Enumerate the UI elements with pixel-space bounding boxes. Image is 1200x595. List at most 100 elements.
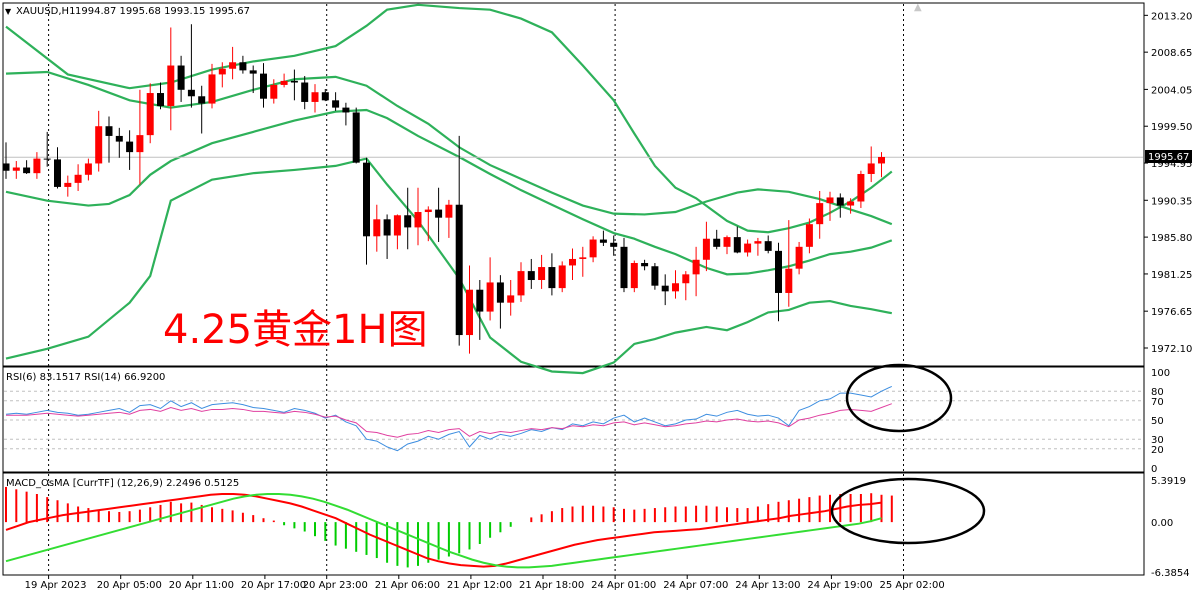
candle bbox=[435, 187, 443, 242]
macd-tick-label: 0.00 bbox=[1151, 518, 1173, 529]
candle bbox=[229, 46, 237, 80]
time-tick-label: 24 Apr 13:00 bbox=[735, 580, 800, 591]
candle bbox=[569, 248, 576, 281]
band-middle bbox=[5, 108, 893, 276]
time-tick-label: 19 Apr 2023 bbox=[25, 580, 87, 591]
time-tick-label: 25 Apr 02:00 bbox=[880, 580, 945, 591]
price-tick-label: 1990.35 bbox=[1151, 196, 1192, 207]
candle bbox=[157, 82, 164, 110]
macd-lines bbox=[5, 492, 882, 569]
candle bbox=[538, 254, 546, 289]
rsi-tick-label: 100 bbox=[1151, 368, 1170, 379]
candle bbox=[651, 263, 659, 290]
candle-body bbox=[424, 209, 432, 213]
macd-panel-frame bbox=[2, 472, 1145, 576]
candle-body bbox=[682, 274, 690, 284]
candle bbox=[208, 63, 216, 109]
candle-body bbox=[517, 271, 525, 296]
rsi-tick-label: 30 bbox=[1151, 435, 1164, 446]
candle-body bbox=[775, 250, 782, 293]
candle bbox=[754, 237, 762, 256]
candle-body bbox=[702, 238, 710, 260]
rsi-line bbox=[5, 385, 893, 452]
candle bbox=[198, 85, 206, 134]
candle bbox=[476, 280, 484, 340]
candle-body bbox=[64, 182, 72, 187]
candle-body bbox=[435, 209, 443, 218]
candle-body bbox=[270, 84, 278, 99]
candle bbox=[445, 199, 453, 238]
candle bbox=[610, 235, 618, 256]
candle bbox=[826, 191, 834, 221]
candle bbox=[23, 160, 31, 174]
candle bbox=[342, 102, 350, 126]
macd-line bbox=[5, 492, 882, 569]
candle bbox=[95, 110, 103, 172]
candle bbox=[527, 258, 535, 289]
candle-body bbox=[476, 289, 484, 312]
rsi-line bbox=[6, 403, 892, 438]
macd-line bbox=[5, 492, 882, 568]
candle bbox=[661, 274, 669, 306]
scroll-arrow-icon[interactable]: ▲ bbox=[914, 2, 922, 13]
candle-body bbox=[826, 197, 834, 204]
candle bbox=[33, 152, 41, 179]
candle bbox=[836, 193, 844, 218]
candle-body bbox=[136, 135, 144, 153]
candle bbox=[857, 170, 865, 208]
chart-annotation: 4.25黄金1H图 bbox=[163, 307, 428, 353]
candle-body bbox=[795, 246, 803, 269]
candle bbox=[672, 270, 679, 299]
rsi-tick-label: 50 bbox=[1151, 416, 1164, 427]
candle-body bbox=[229, 62, 237, 69]
candle-body bbox=[157, 93, 164, 106]
time-tick-label: 24 Apr 07:00 bbox=[663, 580, 728, 591]
candle-body bbox=[43, 158, 51, 160]
candle bbox=[12, 161, 20, 179]
candle-body bbox=[352, 112, 360, 163]
rsi-title: RSI(6) 83.1517 RSI(14) 66.9200 bbox=[6, 372, 165, 383]
candle bbox=[805, 218, 813, 254]
candle bbox=[363, 157, 370, 265]
candle bbox=[167, 27, 175, 131]
candle-body bbox=[548, 267, 556, 289]
candle bbox=[733, 226, 741, 254]
candle bbox=[239, 55, 247, 74]
rsi-panel-frame bbox=[2, 366, 1145, 473]
macd-tick-label: -6.3854 bbox=[1151, 568, 1190, 579]
candle-body bbox=[404, 215, 412, 228]
price-tick-label: 1976.65 bbox=[1151, 307, 1192, 318]
candle-body bbox=[2, 163, 10, 171]
candle bbox=[496, 275, 504, 329]
time-tick-label: 21 Apr 12:00 bbox=[447, 580, 512, 591]
rsi-levels bbox=[4, 390, 1143, 450]
band-outer-lower bbox=[5, 157, 893, 375]
candle bbox=[301, 76, 309, 110]
candle bbox=[105, 116, 113, 163]
candle bbox=[589, 236, 597, 263]
candle-body bbox=[754, 241, 762, 244]
candle bbox=[507, 280, 515, 316]
candle bbox=[2, 142, 10, 179]
chart-menu-arrow-icon[interactable]: ▼ bbox=[5, 7, 12, 16]
candle-body bbox=[764, 241, 772, 251]
candle bbox=[548, 253, 556, 296]
candle-body bbox=[198, 96, 206, 104]
candle-body bbox=[218, 68, 226, 75]
candle-body bbox=[33, 158, 41, 174]
candle-body bbox=[836, 197, 844, 206]
candle-body bbox=[445, 204, 453, 218]
candle bbox=[332, 92, 340, 111]
candle bbox=[558, 261, 566, 293]
candlesticks bbox=[2, 24, 885, 354]
candle bbox=[867, 146, 875, 183]
candle-body bbox=[373, 219, 381, 237]
candle-body bbox=[321, 92, 329, 101]
ohlc-header: 1994.87 1995.68 1993.15 1995.67 bbox=[75, 6, 250, 17]
candle-body bbox=[569, 258, 576, 266]
candle-body bbox=[414, 212, 422, 228]
candle bbox=[723, 235, 731, 255]
price-axis: 2013.20 2008.65 2004.05 1999.50 1994.95 1990.… bbox=[1144, 11, 1192, 355]
